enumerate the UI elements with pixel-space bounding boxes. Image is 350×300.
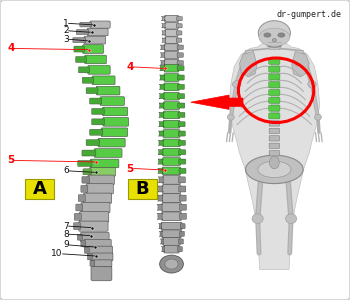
FancyBboxPatch shape <box>86 184 113 194</box>
FancyBboxPatch shape <box>163 139 180 147</box>
FancyBboxPatch shape <box>88 65 110 74</box>
FancyBboxPatch shape <box>162 212 181 220</box>
Text: 5: 5 <box>7 155 15 166</box>
FancyBboxPatch shape <box>79 212 109 222</box>
FancyBboxPatch shape <box>98 138 125 147</box>
FancyBboxPatch shape <box>269 82 280 88</box>
FancyBboxPatch shape <box>158 186 163 192</box>
Bar <box>269 43 280 49</box>
FancyBboxPatch shape <box>269 66 280 72</box>
FancyBboxPatch shape <box>74 213 81 220</box>
FancyBboxPatch shape <box>101 128 128 136</box>
FancyBboxPatch shape <box>158 195 163 201</box>
FancyBboxPatch shape <box>177 53 183 57</box>
FancyBboxPatch shape <box>82 150 96 156</box>
FancyBboxPatch shape <box>90 21 110 28</box>
FancyBboxPatch shape <box>177 16 182 21</box>
Text: 3: 3 <box>63 35 69 44</box>
Text: 4: 4 <box>7 44 15 53</box>
FancyBboxPatch shape <box>162 167 181 175</box>
FancyBboxPatch shape <box>178 140 186 146</box>
FancyBboxPatch shape <box>81 185 88 192</box>
Circle shape <box>252 214 263 224</box>
FancyBboxPatch shape <box>86 140 100 146</box>
FancyBboxPatch shape <box>165 22 178 29</box>
FancyBboxPatch shape <box>159 94 165 99</box>
FancyBboxPatch shape <box>269 90 280 95</box>
FancyBboxPatch shape <box>162 230 181 238</box>
FancyBboxPatch shape <box>179 195 186 201</box>
FancyBboxPatch shape <box>157 213 163 219</box>
FancyBboxPatch shape <box>160 61 165 65</box>
Ellipse shape <box>246 155 303 184</box>
FancyBboxPatch shape <box>164 83 179 91</box>
FancyBboxPatch shape <box>157 204 163 210</box>
FancyBboxPatch shape <box>179 186 186 192</box>
FancyBboxPatch shape <box>178 112 185 117</box>
FancyBboxPatch shape <box>164 59 179 66</box>
FancyBboxPatch shape <box>85 55 106 64</box>
Ellipse shape <box>272 39 276 42</box>
FancyBboxPatch shape <box>161 222 182 230</box>
Text: 7: 7 <box>63 222 69 231</box>
Circle shape <box>227 114 234 120</box>
FancyBboxPatch shape <box>93 260 112 267</box>
FancyBboxPatch shape <box>74 223 80 230</box>
FancyBboxPatch shape <box>163 148 180 156</box>
FancyBboxPatch shape <box>128 179 156 199</box>
FancyBboxPatch shape <box>162 31 166 35</box>
FancyBboxPatch shape <box>178 131 185 136</box>
FancyBboxPatch shape <box>177 94 184 99</box>
FancyBboxPatch shape <box>91 266 112 281</box>
FancyBboxPatch shape <box>163 176 180 184</box>
FancyBboxPatch shape <box>179 159 186 164</box>
Circle shape <box>232 81 241 88</box>
FancyBboxPatch shape <box>162 203 181 212</box>
FancyBboxPatch shape <box>76 29 89 34</box>
FancyBboxPatch shape <box>84 247 89 253</box>
FancyBboxPatch shape <box>87 28 108 36</box>
FancyBboxPatch shape <box>180 204 187 210</box>
FancyBboxPatch shape <box>84 193 112 203</box>
FancyBboxPatch shape <box>160 239 164 244</box>
FancyBboxPatch shape <box>158 177 164 183</box>
FancyBboxPatch shape <box>164 92 179 100</box>
FancyBboxPatch shape <box>269 128 280 134</box>
FancyBboxPatch shape <box>159 231 163 236</box>
Circle shape <box>308 81 316 88</box>
FancyBboxPatch shape <box>158 140 164 146</box>
FancyBboxPatch shape <box>163 111 180 119</box>
FancyBboxPatch shape <box>160 75 165 80</box>
Circle shape <box>314 114 321 120</box>
FancyBboxPatch shape <box>88 254 92 260</box>
FancyBboxPatch shape <box>162 158 181 165</box>
Ellipse shape <box>160 255 183 273</box>
FancyBboxPatch shape <box>90 260 95 266</box>
FancyBboxPatch shape <box>165 30 178 36</box>
Ellipse shape <box>264 33 271 37</box>
FancyBboxPatch shape <box>91 253 113 261</box>
FancyBboxPatch shape <box>177 247 182 252</box>
FancyBboxPatch shape <box>179 168 186 173</box>
FancyBboxPatch shape <box>164 74 179 81</box>
FancyBboxPatch shape <box>163 102 180 110</box>
FancyBboxPatch shape <box>78 160 92 166</box>
FancyBboxPatch shape <box>161 247 165 252</box>
FancyBboxPatch shape <box>269 98 280 103</box>
FancyBboxPatch shape <box>159 131 164 136</box>
FancyBboxPatch shape <box>163 238 180 245</box>
FancyBboxPatch shape <box>163 120 180 128</box>
Text: dr-gumpert.de: dr-gumpert.de <box>276 10 342 19</box>
FancyBboxPatch shape <box>92 119 105 125</box>
FancyBboxPatch shape <box>177 66 184 71</box>
FancyBboxPatch shape <box>163 130 180 137</box>
FancyBboxPatch shape <box>83 45 104 53</box>
FancyBboxPatch shape <box>79 221 108 231</box>
FancyBboxPatch shape <box>73 38 86 43</box>
FancyBboxPatch shape <box>162 194 181 203</box>
FancyBboxPatch shape <box>83 169 91 175</box>
FancyBboxPatch shape <box>178 103 185 108</box>
FancyBboxPatch shape <box>90 129 103 135</box>
FancyBboxPatch shape <box>178 122 185 127</box>
